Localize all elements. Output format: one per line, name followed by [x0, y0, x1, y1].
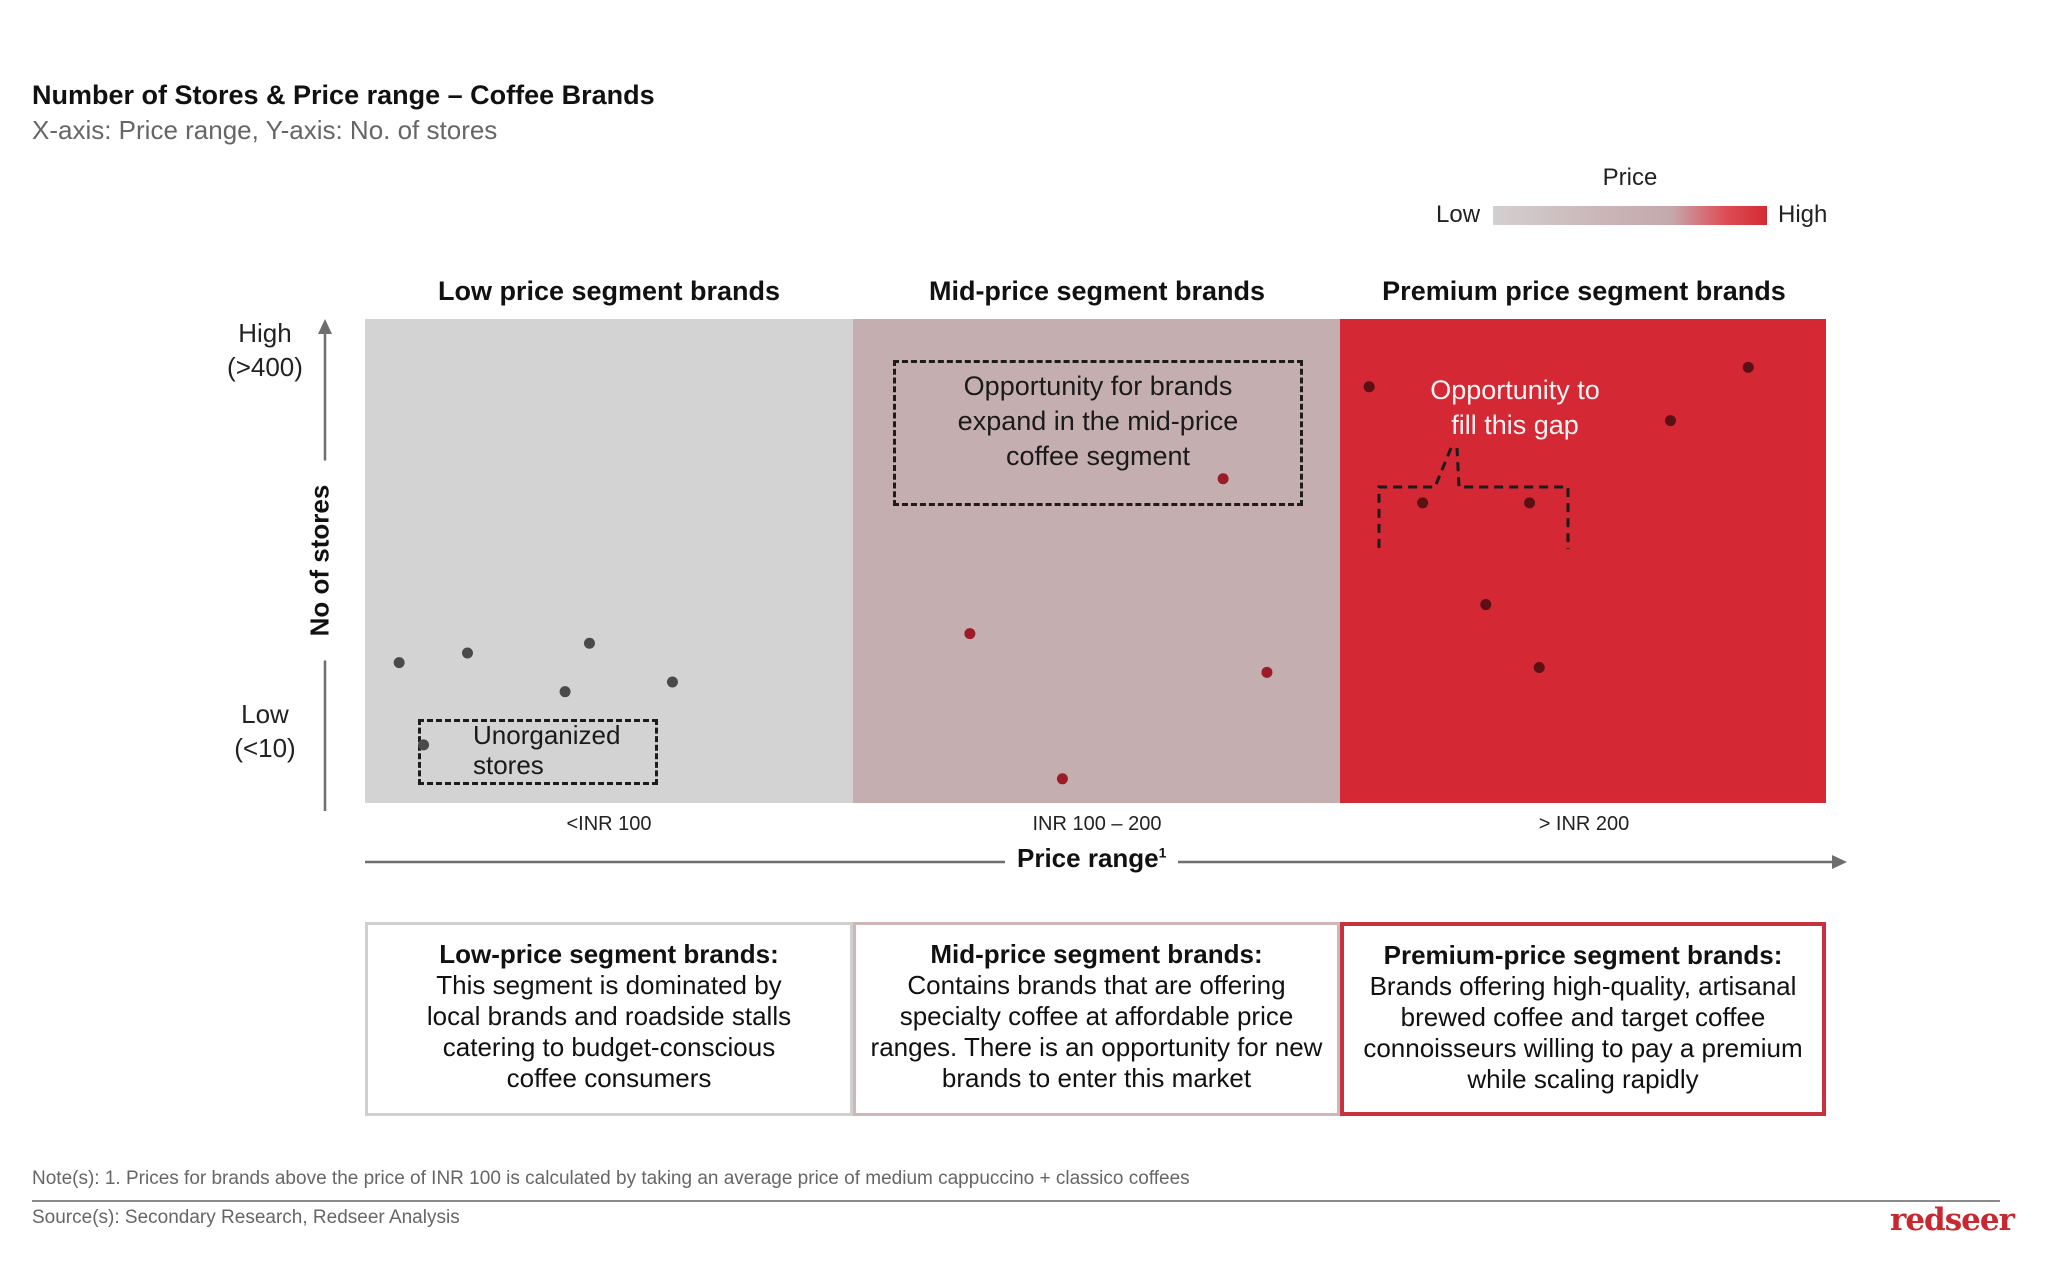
premium-opportunity-label: Opportunity to fill this gap	[1430, 375, 1600, 440]
x-tick-low: <INR 100	[566, 813, 652, 835]
y-tick-high-sub: (>400)	[227, 352, 303, 382]
desc-low-text: This segment is dominated by local brand…	[426, 970, 792, 1093]
desc-mid-title: Mid-price segment brands:	[930, 939, 1263, 969]
chart-subtitle: X-axis: Price range, Y-axis: No. of stor…	[32, 115, 498, 145]
y-tick-low-label: Low	[241, 699, 289, 729]
y-tick-low-sub: (<10)	[234, 733, 296, 763]
desc-box-low: Low-price segment brands: This segment i…	[365, 922, 853, 1116]
source-text: Source(s): Secondary Research, Redseer A…	[32, 1207, 460, 1228]
data-point	[583, 637, 595, 649]
data-point	[964, 628, 976, 640]
desc-low-title: Low-price segment brands:	[439, 939, 779, 969]
y-tick-high: High (>400)	[210, 316, 320, 384]
segment-heading-mid: Mid-price segment brands	[928, 276, 1266, 306]
desc-mid-text: Contains brands that are offering specia…	[870, 970, 1323, 1093]
desc-premium-title: Premium-price segment brands:	[1383, 940, 1783, 970]
desc-box-mid: Mid-price segment brands: Contains brand…	[853, 922, 1340, 1116]
data-point	[461, 647, 473, 659]
chart-title: Number of Stores & Price range – Coffee …	[32, 80, 655, 110]
x-axis-label-text: Price range	[1017, 843, 1159, 873]
panel-low-price	[365, 319, 853, 803]
data-point	[1480, 599, 1492, 611]
segment-heading-premium: Premium price segment brands	[1382, 276, 1786, 306]
panel-mid-price	[853, 319, 1340, 803]
plot-area: Unorganized stores Opportunity for brand…	[365, 319, 1826, 803]
x-axis-label: Price range1	[1005, 843, 1179, 874]
data-point	[1056, 773, 1068, 785]
data-point	[1261, 666, 1273, 678]
data-point	[1217, 473, 1229, 485]
premium-gap-callout	[1377, 447, 1570, 549]
data-point	[418, 739, 430, 751]
mid-opportunity-box	[893, 360, 1303, 506]
data-point	[559, 686, 571, 698]
data-point	[1664, 415, 1676, 427]
redseer-logo: redseer	[1890, 1202, 2015, 1238]
data-point	[1742, 361, 1754, 373]
x-tick-mid: INR 100 – 200	[1032, 813, 1162, 835]
y-tick-high-label: High	[238, 318, 292, 348]
panel-premium-price	[1340, 319, 1826, 803]
desc-premium-text: Brands offering high-quality, artisanal …	[1363, 971, 1803, 1094]
scatter-points	[393, 361, 1754, 785]
y-tick-low: Low (<10)	[210, 697, 320, 765]
data-point	[393, 657, 405, 669]
desc-box-premium: Premium-price segment brands: Brands off…	[1340, 922, 1826, 1116]
footer-divider	[32, 1200, 2000, 1202]
data-point	[1417, 497, 1429, 509]
data-point	[1533, 661, 1545, 673]
data-point	[1363, 381, 1375, 393]
legend-low-label: Low	[1436, 201, 1481, 228]
segment-heading-low: Low price segment brands	[437, 276, 781, 306]
data-point	[666, 676, 678, 688]
unorganized-label: Unorganized stores	[473, 720, 621, 780]
legend-gradient-bar	[1493, 206, 1767, 225]
y-axis-label: No of stores	[304, 460, 336, 661]
data-point	[1524, 497, 1536, 509]
x-tick-premium: > INR 200	[1538, 813, 1630, 835]
unorganized-box	[418, 719, 658, 785]
legend-high-label: High	[1778, 201, 1828, 228]
mid-opportunity-label: Opportunity for brands expand in the mid…	[957, 371, 1239, 471]
footnote: Note(s): 1. Prices for brands above the …	[32, 1168, 1190, 1189]
x-axis-footnote-marker: 1	[1158, 844, 1167, 861]
legend-title: Price	[1602, 164, 1658, 191]
